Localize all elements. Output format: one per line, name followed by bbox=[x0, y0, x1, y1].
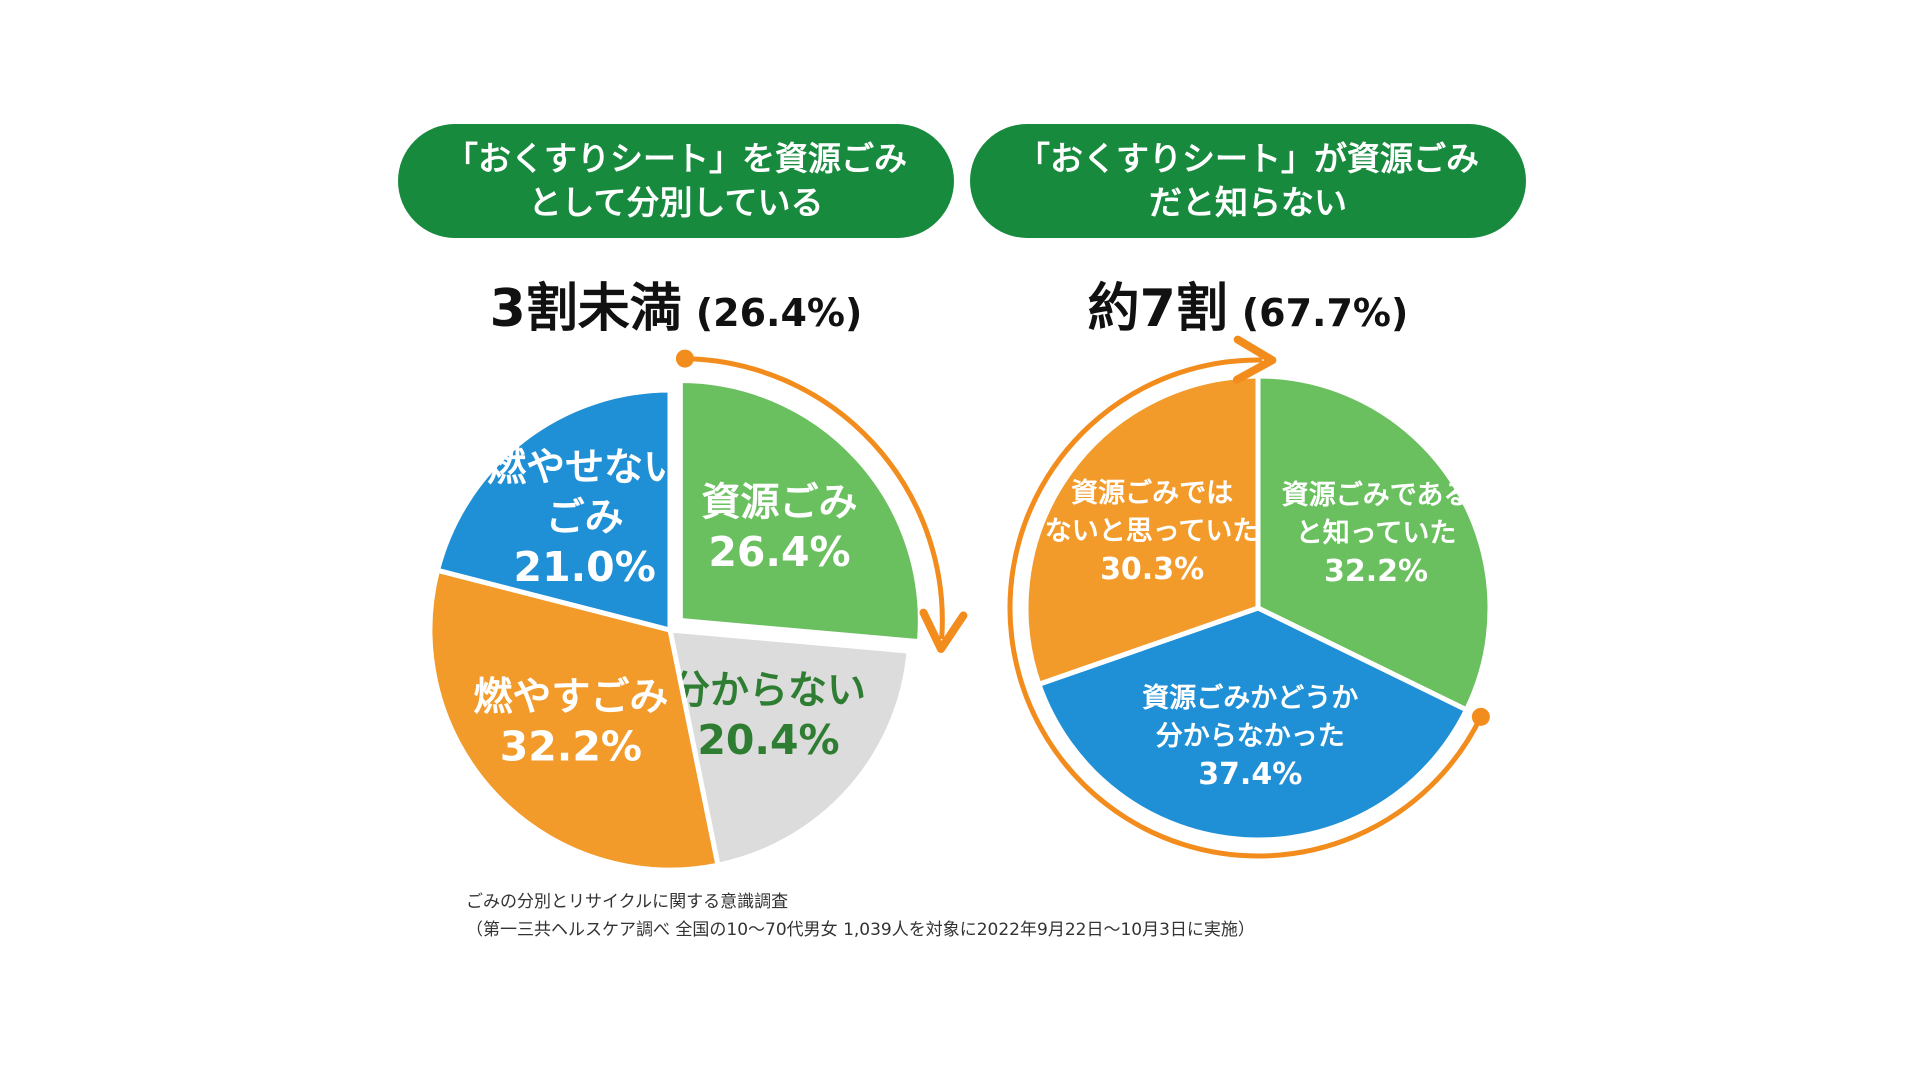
footnote-line-2: （第一三共ヘルスケア調べ 全国の10～70代男女 1,039人を対象に2022年… bbox=[466, 920, 1255, 940]
pie-2-slice-2-label: 資源ごみかどうか bbox=[1142, 682, 1358, 714]
pie-1-slice-3 bbox=[427, 567, 721, 873]
pie-1-slice-1-value-label: 26.4% bbox=[708, 528, 850, 576]
pie-1-slice-3-value-label: 32.2% bbox=[500, 722, 642, 770]
left-headline-value: (26.4%) bbox=[695, 291, 863, 335]
pie-2-slice-3-value-label: 30.3% bbox=[1100, 552, 1204, 587]
right-heading-line-2: だと知らない bbox=[1149, 183, 1347, 222]
survey-footnote: ごみの分別とリサイクルに関する意識調査 （第一三共ヘルスケア調べ 全国の10～7… bbox=[466, 888, 1255, 944]
pie-2-slice-2 bbox=[1036, 605, 1469, 843]
pie-1-slice-1-label: 資源ごみ bbox=[701, 480, 857, 525]
left-chart-heading: 「おくすりシート」を資源ごみ として分別している bbox=[398, 124, 954, 238]
pie-2-slice-2-value-label: 37.4% bbox=[1198, 757, 1302, 792]
pie-1-slice-2-label: 分からない bbox=[671, 668, 866, 713]
right-heading-line-1: 「おくすりシート」が資源ごみ bbox=[1017, 139, 1479, 178]
footnote-line-1: ごみの分別とリサイクルに関する意識調査 bbox=[466, 892, 789, 912]
pie-1-slice-2 bbox=[667, 627, 912, 868]
pie-2-slice-3 bbox=[1023, 373, 1261, 687]
pie-1-highlight-arrow bbox=[684, 356, 968, 653]
right-headline-text: 約7割 bbox=[1087, 279, 1228, 339]
pie-2-slice-1 bbox=[1255, 373, 1493, 713]
pie-1-slice-3-label: 燃やすごみ bbox=[473, 675, 668, 720]
pie-1-slice-4-label: 燃やせない bbox=[487, 446, 682, 491]
pie-1-arrow-start-dot bbox=[675, 349, 694, 368]
pie-2-slice-1-label: 資源ごみである bbox=[1282, 479, 1471, 511]
pie-1-slice-2-value-label: 20.4% bbox=[697, 716, 839, 764]
pie-2-slice-2-label: 分からなかった bbox=[1156, 721, 1345, 752]
pie-1-slice-4-label: ごみ bbox=[546, 496, 624, 541]
pie-2-slice-1-label: と知っていた bbox=[1296, 518, 1457, 549]
left-heading-line-2: として分別している bbox=[528, 183, 824, 222]
pie-1-slice-4 bbox=[435, 387, 673, 633]
pie-2-slice-3-label: 資源ごみでは bbox=[1071, 477, 1233, 509]
left-headline-text: 3割未満 bbox=[489, 279, 682, 339]
left-headline: 3割未満 (26.4%) bbox=[398, 266, 954, 339]
pie-2-slice-1-value-label: 32.2% bbox=[1324, 554, 1428, 589]
pie-1-slice-1 bbox=[677, 378, 923, 645]
pie-1-slice-4-value-label: 21.0% bbox=[514, 543, 656, 591]
right-headline: 約7割 (67.7%) bbox=[970, 266, 1526, 339]
pie-2-arrow-start-dot bbox=[1471, 707, 1490, 726]
pie-2-slice-3-label: ないと思っていた bbox=[1045, 516, 1260, 547]
right-chart-heading: 「おくすりシート」が資源ごみ だと知らない bbox=[970, 124, 1526, 238]
pie-2-highlight-arrow bbox=[1007, 335, 1484, 859]
left-heading-line-1: 「おくすりシート」を資源ごみ bbox=[445, 139, 907, 178]
right-headline-value: (67.7%) bbox=[1241, 291, 1409, 335]
